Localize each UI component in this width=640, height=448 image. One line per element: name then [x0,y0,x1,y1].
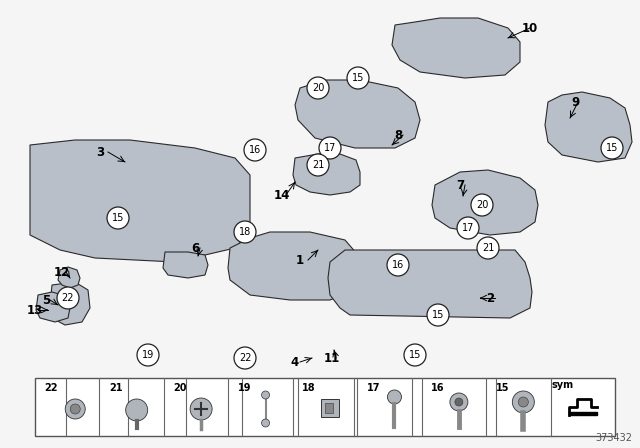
Circle shape [137,344,159,366]
Text: 20: 20 [476,200,488,210]
Text: 21: 21 [312,160,324,170]
Text: 15: 15 [495,383,509,393]
Text: 2: 2 [486,292,494,305]
Polygon shape [295,80,420,148]
Circle shape [307,154,329,176]
Text: 16: 16 [392,260,404,270]
Circle shape [387,390,401,404]
Bar [325,403,333,413]
Circle shape [518,397,529,407]
Text: 21: 21 [109,383,122,393]
Text: 15: 15 [409,350,421,360]
Text: 6: 6 [191,241,199,254]
Text: 5: 5 [42,293,50,306]
Bar [321,399,339,417]
Text: 22: 22 [61,293,74,303]
Circle shape [404,344,426,366]
Polygon shape [36,292,70,322]
Polygon shape [392,18,520,78]
Polygon shape [432,170,538,235]
Polygon shape [163,252,208,278]
Bar [35,378,615,436]
Polygon shape [293,154,360,195]
Circle shape [347,67,369,89]
Text: 14: 14 [274,189,290,202]
Text: 15: 15 [432,310,444,320]
Circle shape [107,207,129,229]
Circle shape [190,398,212,420]
Text: 10: 10 [522,22,538,34]
Circle shape [457,217,479,239]
Text: 19: 19 [237,383,251,393]
Text: 7: 7 [456,178,464,191]
Circle shape [244,139,266,161]
Polygon shape [328,250,532,318]
Text: 1: 1 [296,254,304,267]
Circle shape [455,398,463,406]
Circle shape [57,287,79,309]
Text: 11: 11 [324,352,340,365]
Text: 20: 20 [173,383,187,393]
Text: 18: 18 [302,383,316,393]
Text: 373432: 373432 [595,433,632,443]
Circle shape [234,221,256,243]
Text: 16: 16 [431,383,445,393]
Polygon shape [30,140,250,262]
Circle shape [319,137,341,159]
Polygon shape [228,232,358,300]
Circle shape [387,254,409,276]
Circle shape [427,304,449,326]
Circle shape [477,237,499,259]
Text: 13: 13 [27,303,43,316]
Text: 16: 16 [249,145,261,155]
Circle shape [262,419,269,427]
Text: 17: 17 [324,143,336,153]
Text: 15: 15 [112,213,124,223]
Circle shape [471,194,493,216]
Text: 15: 15 [352,73,364,83]
Circle shape [65,399,85,419]
Text: 15: 15 [606,143,618,153]
Circle shape [262,391,269,399]
Text: 3: 3 [96,146,104,159]
Circle shape [450,393,468,411]
Text: 20: 20 [312,83,324,93]
Circle shape [234,347,256,369]
Text: sym: sym [552,380,574,390]
Text: 22: 22 [44,383,58,393]
Circle shape [70,404,80,414]
Text: 4: 4 [291,356,299,369]
Text: 8: 8 [394,129,402,142]
Text: 21: 21 [482,243,494,253]
Polygon shape [50,282,90,325]
Polygon shape [545,92,632,162]
Text: 12: 12 [54,266,70,279]
Circle shape [601,137,623,159]
Text: 17: 17 [462,223,474,233]
Text: 19: 19 [142,350,154,360]
Circle shape [513,391,534,413]
Text: 17: 17 [367,383,380,393]
Text: 18: 18 [239,227,251,237]
Circle shape [125,399,148,421]
Circle shape [307,77,329,99]
Polygon shape [58,267,80,288]
Text: 22: 22 [239,353,252,363]
Text: 9: 9 [571,95,579,108]
Polygon shape [569,412,596,415]
